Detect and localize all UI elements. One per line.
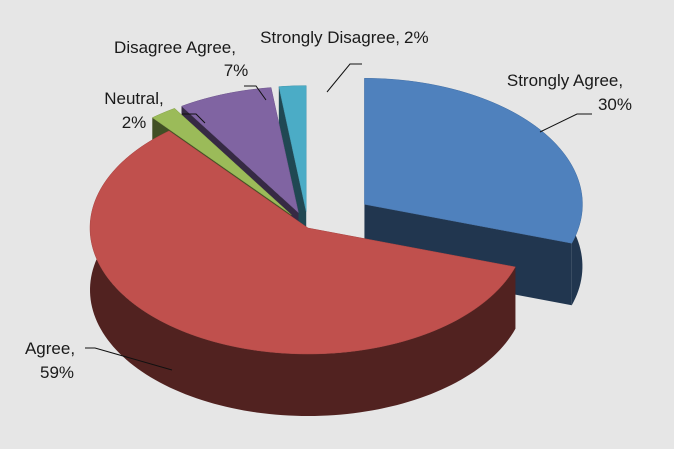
category-label: Strongly Disagree, bbox=[260, 28, 400, 47]
slice-top bbox=[89, 130, 516, 355]
value-label: 2% bbox=[122, 113, 147, 132]
slice-top bbox=[151, 108, 292, 215]
slice bbox=[364, 78, 583, 306]
category-label: Disagree Agree, bbox=[114, 38, 236, 57]
category-label: Strongly Agree, bbox=[507, 71, 623, 90]
slice bbox=[89, 130, 516, 416]
value-label: 2% bbox=[404, 28, 429, 47]
leader-line bbox=[244, 85, 267, 101]
slice-wall bbox=[90, 130, 516, 416]
slice-side bbox=[364, 204, 572, 306]
slice-top bbox=[181, 87, 299, 214]
value-label: 30% bbox=[598, 95, 632, 114]
value-label: 59% bbox=[40, 363, 74, 382]
leader-line bbox=[182, 113, 206, 124]
leader-line bbox=[539, 113, 592, 133]
category-label: Neutral, bbox=[104, 89, 164, 108]
slice-top bbox=[278, 85, 307, 212]
category-label: Agree, bbox=[25, 339, 75, 358]
leader-line bbox=[326, 63, 362, 93]
slice-top bbox=[364, 78, 583, 244]
value-label: 7% bbox=[224, 61, 249, 80]
leader-line bbox=[85, 347, 173, 371]
